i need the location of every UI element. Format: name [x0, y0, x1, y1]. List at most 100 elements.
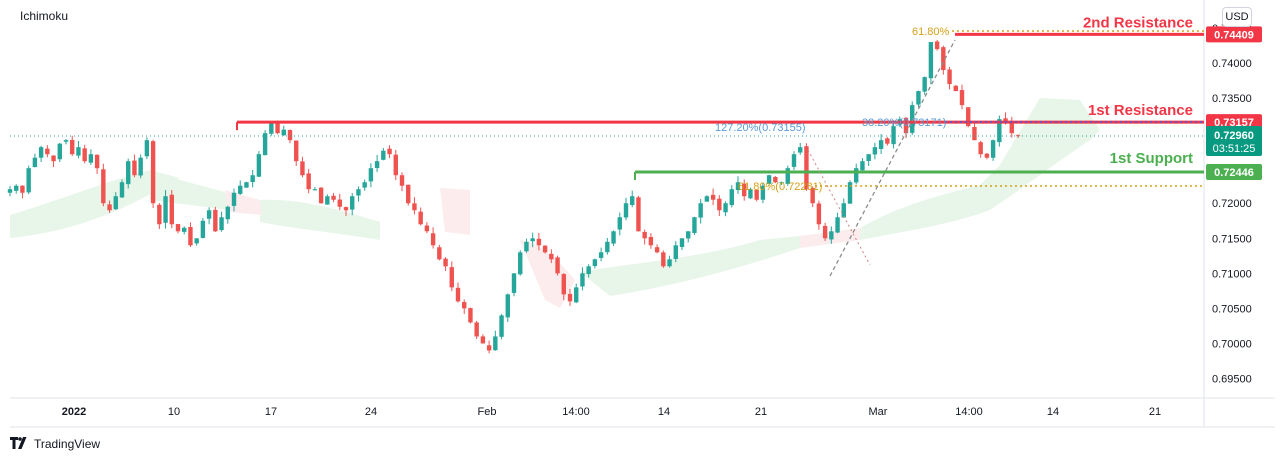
candle-body	[561, 274, 566, 295]
candle-body	[617, 217, 622, 230]
candle-body	[567, 293, 573, 302]
tradingview-logo[interactable]: TradingView	[10, 436, 100, 452]
candle-body	[312, 189, 318, 191]
candle-body	[88, 154, 94, 163]
candle-body	[194, 238, 199, 244]
candle-body	[847, 182, 853, 204]
candle-body	[300, 161, 305, 176]
candle-body	[244, 182, 249, 188]
candle-body	[997, 119, 1002, 143]
candle-body	[692, 217, 697, 233]
candle-body	[673, 245, 678, 259]
candle-body	[729, 189, 734, 206]
candle-body	[206, 210, 212, 219]
currency-button[interactable]: USD	[1222, 7, 1252, 27]
candle-body	[157, 204, 162, 225]
candle-body	[505, 294, 510, 318]
candle-body	[542, 245, 548, 253]
candle-body	[891, 126, 896, 145]
candle-body	[742, 183, 747, 197]
time-tick-label: 10	[168, 406, 180, 418]
candle-body	[916, 91, 921, 105]
fib-1272-label: 127.20%(0.73155)	[715, 122, 806, 134]
candle-body	[45, 148, 50, 155]
price-tick-label: 0.69500	[1212, 373, 1252, 385]
candle-body	[822, 225, 828, 239]
candle-body	[200, 220, 206, 238]
candle-body	[698, 203, 703, 218]
candle-body	[611, 231, 616, 244]
time-axis[interactable]: 2022 10 17 24 Feb 14:00 14 21 Mar 14:00 14 21	[62, 406, 1161, 418]
candle-body	[262, 133, 268, 156]
candle-body	[530, 238, 535, 242]
candle-body	[555, 257, 560, 274]
candle-body	[231, 192, 237, 206]
candle-body	[368, 168, 374, 182]
first-resistance-price-tag: 0.73157	[1214, 117, 1254, 129]
candle-body	[32, 157, 38, 168]
candle-body	[816, 203, 822, 225]
candle-body	[20, 185, 25, 193]
candle-body	[947, 69, 952, 85]
candle-body	[511, 273, 517, 293]
candle-body	[679, 238, 685, 248]
candle-body	[486, 345, 492, 351]
candle-body	[717, 198, 722, 211]
candle-body	[766, 175, 772, 184]
current-price-tag-bg	[1206, 125, 1262, 156]
first-resistance-label: 1st Resistance	[1088, 102, 1193, 119]
candle-body	[598, 252, 604, 258]
cloud-bullish-area	[10, 170, 180, 238]
fib-618-top-label: 61.80%	[912, 26, 950, 38]
candle-body	[213, 209, 218, 232]
price-tick-label: 0.73500	[1212, 93, 1252, 105]
candle-body	[393, 154, 398, 176]
candle-body	[443, 258, 448, 267]
candle-body	[188, 226, 193, 246]
candle-body	[574, 287, 579, 303]
candle-body	[101, 169, 106, 204]
candle-body	[723, 203, 728, 213]
candle-body	[26, 168, 31, 193]
price-tag	[1206, 163, 1262, 180]
candle-body	[399, 175, 405, 186]
candle-body	[356, 189, 361, 196]
candle-body	[810, 188, 815, 204]
candle-body	[424, 225, 430, 232]
candle-body	[642, 231, 647, 239]
time-tick-label: Feb	[478, 406, 497, 418]
candle-body	[835, 217, 840, 233]
time-tick-label: 14	[1047, 406, 1059, 418]
indicator-legend[interactable]: Ichimoku	[20, 9, 69, 23]
candle-body	[872, 147, 878, 155]
candle-body	[138, 157, 143, 176]
candles-layer	[7, 39, 1021, 354]
candle-body	[710, 194, 716, 200]
candle-body	[281, 129, 286, 136]
candle-body	[654, 247, 660, 253]
time-tick-label: 24	[365, 406, 377, 418]
candle-body	[94, 154, 100, 169]
candle-body	[219, 217, 224, 231]
bar-countdown: 03:51:25	[1213, 143, 1256, 155]
candle-body	[953, 85, 958, 92]
price-axis[interactable]: 0.745000.740000.735000.730000.725000.720…	[1212, 23, 1252, 385]
candle-body	[735, 182, 741, 191]
candle-body	[623, 203, 629, 218]
candle-body	[1003, 118, 1008, 123]
candle-body	[866, 154, 871, 161]
candle-body	[804, 146, 809, 190]
candle-body	[903, 117, 909, 134]
candle-body	[337, 199, 342, 207]
candle-body	[225, 206, 230, 220]
candle-body	[990, 140, 996, 158]
candle-body	[126, 161, 131, 185]
price-tick-label: 0.72000	[1212, 198, 1252, 210]
candle-body	[549, 253, 554, 260]
candle-body	[941, 47, 946, 71]
candle-body	[910, 105, 915, 133]
price-tick-label: 0.70500	[1212, 303, 1252, 315]
